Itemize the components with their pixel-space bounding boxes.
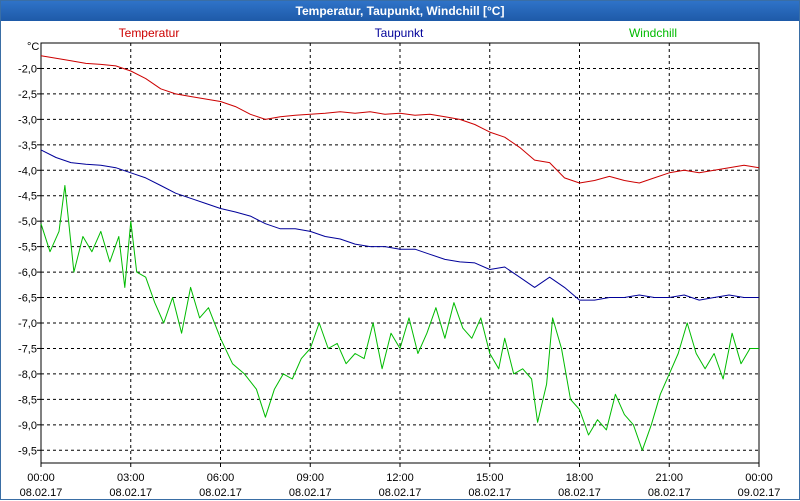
x-tick-date-label: 08.02.17 <box>558 487 601 499</box>
legend-entry-temperatur: Temperatur <box>119 26 180 40</box>
y-tick-label: -6,0 <box>18 267 37 279</box>
x-tick-date-label: 08.02.17 <box>648 487 691 499</box>
x-tick-time-label: 15:00 <box>476 472 504 484</box>
window-title: Temperatur, Taupunkt, Windchill [°C] <box>1 1 799 21</box>
x-tick-date-label: 08.02.17 <box>20 487 63 499</box>
legend-entry-windchill: Windchill <box>629 26 677 40</box>
y-tick-label: -7,0 <box>18 318 37 330</box>
y-tick-label: -7,5 <box>18 343 37 355</box>
y-tick-label: -3,0 <box>18 114 37 126</box>
x-tick-date-label: 08.02.17 <box>199 487 242 499</box>
x-tick-date-label: 08.02.17 <box>468 487 511 499</box>
x-tick-time-label: 00:00 <box>745 472 773 484</box>
y-tick-label: -9,5 <box>18 445 37 457</box>
y-tick-label: -5,5 <box>18 242 37 254</box>
y-tick-label: -5,0 <box>18 216 37 228</box>
series-line-windchill <box>40 185 759 451</box>
y-tick-label: -3,5 <box>18 140 37 152</box>
legend-entry-taupunkt: Taupunkt <box>375 26 424 40</box>
x-tick-time-label: 03:00 <box>117 472 145 484</box>
x-tick-time-label: 00:00 <box>27 472 55 484</box>
x-tick-time-label: 12:00 <box>386 472 414 484</box>
x-tick-date-label: 08.02.17 <box>379 487 422 499</box>
x-tick-time-label: 06:00 <box>207 472 235 484</box>
y-tick-label: -4,0 <box>18 165 37 177</box>
y-tick-label: -2,5 <box>18 89 37 101</box>
x-tick-time-label: 09:00 <box>296 472 324 484</box>
y-tick-label: -6,5 <box>18 293 37 305</box>
y-tick-label: -4,5 <box>18 191 37 203</box>
y-tick-label: -2,0 <box>18 63 37 75</box>
x-tick-time-label: 18:00 <box>566 472 594 484</box>
x-tick-time-label: 21:00 <box>655 472 683 484</box>
y-axis-unit-label: °C <box>27 41 39 53</box>
series-line-taupunkt <box>40 149 759 301</box>
y-tick-label: -8,5 <box>18 394 37 406</box>
x-tick-date-label: 08.02.17 <box>109 487 152 499</box>
y-tick-label: -8,0 <box>18 369 37 381</box>
series-line-temperatur <box>40 55 760 184</box>
y-tick-label: -9,0 <box>18 420 37 432</box>
x-tick-date-label: 09.02.17 <box>738 487 781 499</box>
x-tick-date-label: 08.02.17 <box>289 487 332 499</box>
